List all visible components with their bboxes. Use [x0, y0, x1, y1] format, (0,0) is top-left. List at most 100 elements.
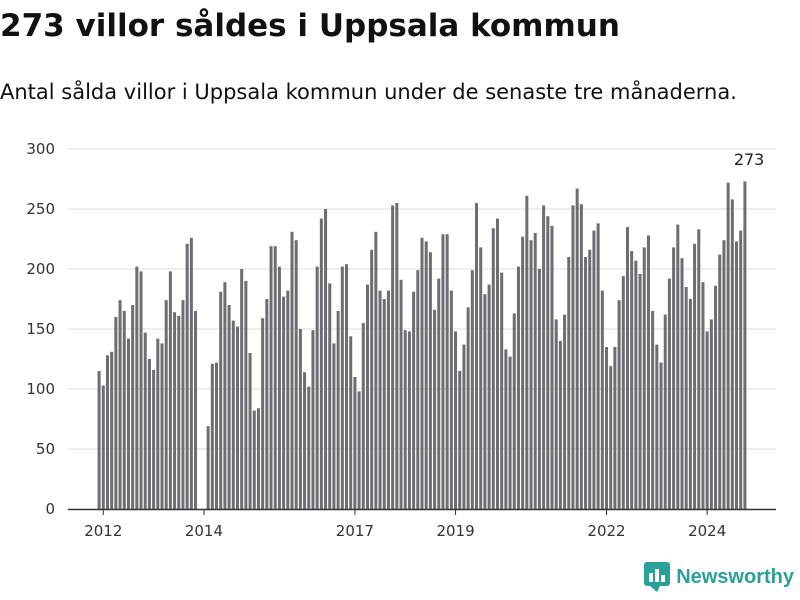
bar[interactable] [466, 307, 470, 509]
bar[interactable] [625, 227, 629, 509]
bar[interactable] [714, 285, 718, 509]
bar[interactable] [521, 236, 525, 509]
bar[interactable] [487, 284, 491, 509]
bar[interactable] [349, 336, 353, 509]
bar[interactable] [303, 372, 307, 509]
bar[interactable] [634, 260, 638, 509]
bar[interactable] [252, 410, 256, 509]
bar[interactable] [667, 278, 671, 509]
bar[interactable] [412, 291, 416, 509]
bar[interactable] [206, 426, 210, 509]
bar[interactable] [525, 195, 529, 510]
bar[interactable] [718, 254, 722, 509]
bar[interactable] [256, 408, 260, 509]
bar[interactable] [475, 203, 479, 509]
bar[interactable] [609, 366, 613, 509]
bar[interactable] [110, 351, 114, 509]
bar[interactable] [122, 311, 126, 509]
bar[interactable] [575, 188, 579, 509]
bar[interactable] [500, 272, 504, 509]
bar[interactable] [168, 271, 172, 509]
bar[interactable] [319, 218, 323, 509]
bar[interactable] [173, 312, 177, 509]
bar[interactable] [613, 347, 617, 509]
bar[interactable] [118, 300, 122, 509]
bar[interactable] [642, 247, 646, 509]
bar[interactable] [97, 371, 101, 509]
bar[interactable] [655, 344, 659, 509]
bar[interactable] [663, 314, 667, 509]
bar[interactable] [462, 344, 466, 509]
bar[interactable] [374, 231, 378, 510]
bar[interactable] [529, 240, 533, 509]
bar[interactable] [495, 218, 499, 509]
bar[interactable] [646, 235, 650, 509]
bar[interactable] [181, 300, 185, 509]
bar[interactable] [550, 225, 554, 510]
bar[interactable] [621, 276, 625, 509]
bar[interactable] [147, 359, 151, 509]
bar[interactable] [659, 362, 663, 509]
bar[interactable] [605, 347, 609, 509]
bar[interactable] [386, 290, 390, 509]
bar[interactable] [592, 230, 596, 509]
bar[interactable] [709, 319, 713, 509]
bar[interactable] [185, 243, 189, 510]
bar[interactable] [726, 182, 730, 509]
bar[interactable] [693, 243, 697, 510]
bar[interactable] [479, 247, 483, 509]
bar[interactable] [105, 355, 109, 509]
bar[interactable] [508, 356, 512, 509]
bar[interactable] [286, 290, 290, 509]
bar[interactable] [454, 331, 458, 509]
bar[interactable] [160, 343, 164, 509]
bar[interactable] [596, 223, 600, 509]
bar[interactable] [563, 314, 567, 509]
bar[interactable] [470, 270, 474, 509]
bar[interactable] [491, 228, 495, 509]
bar[interactable] [131, 305, 135, 509]
bar[interactable] [353, 377, 357, 509]
bar[interactable] [177, 315, 181, 509]
bar[interactable] [567, 257, 571, 509]
bar[interactable] [391, 205, 395, 509]
bar[interactable] [571, 205, 575, 509]
bar[interactable] [365, 284, 369, 509]
bar[interactable] [458, 371, 462, 509]
bar[interactable] [340, 266, 344, 509]
bar[interactable] [235, 326, 239, 509]
bar[interactable] [152, 369, 156, 509]
bar[interactable] [135, 266, 139, 509]
bar[interactable] [126, 338, 130, 509]
bar[interactable] [420, 237, 424, 510]
bar[interactable] [516, 266, 520, 509]
bar[interactable] [672, 247, 676, 509]
bar[interactable] [143, 332, 147, 509]
bar[interactable] [449, 290, 453, 509]
bar[interactable] [395, 203, 399, 509]
bar[interactable] [223, 282, 227, 509]
bar[interactable] [416, 270, 420, 509]
bar[interactable] [433, 309, 437, 509]
bar[interactable] [194, 311, 198, 509]
bar[interactable] [378, 290, 382, 509]
bar[interactable] [697, 229, 701, 509]
bar[interactable] [407, 331, 411, 509]
bar[interactable] [504, 349, 508, 509]
newsworthy-brand[interactable]: Newsworthy [644, 562, 794, 592]
bar[interactable] [437, 278, 441, 509]
bar[interactable] [584, 257, 588, 509]
bar[interactable] [290, 231, 294, 510]
bar[interactable] [361, 323, 365, 509]
bar[interactable] [722, 240, 726, 509]
bar[interactable] [139, 271, 143, 509]
bar[interactable] [240, 269, 244, 509]
bar[interactable] [332, 343, 336, 509]
bar[interactable] [370, 249, 374, 510]
bar[interactable] [282, 296, 286, 509]
bar[interactable] [600, 290, 604, 509]
bar[interactable] [345, 264, 349, 509]
bar[interactable] [684, 287, 688, 509]
bar[interactable] [743, 181, 747, 509]
bar[interactable] [730, 199, 734, 509]
